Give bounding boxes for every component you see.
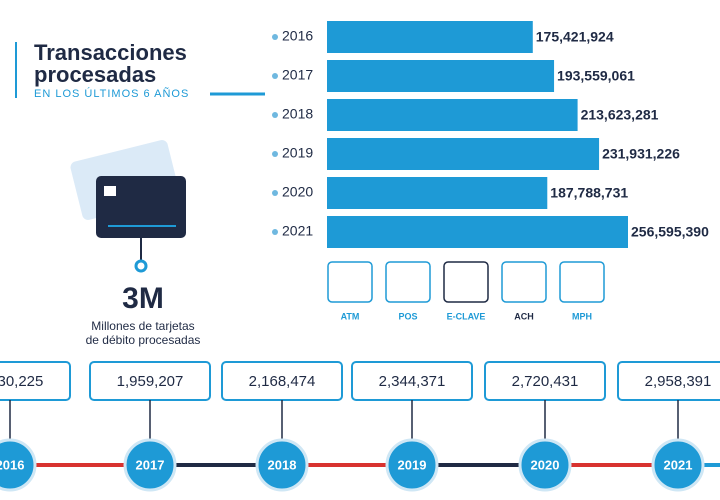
value-label: 1,959,207 xyxy=(117,373,184,390)
card-icon xyxy=(70,140,186,273)
value-label: 231,931,226 xyxy=(602,146,680,162)
value-label: 2,168,474 xyxy=(249,373,316,390)
bar xyxy=(327,99,578,131)
highlight-label: de débito procesadas xyxy=(86,333,201,347)
value-label: 175,421,924 xyxy=(536,29,614,45)
channel-icon xyxy=(559,261,605,303)
value-label: 2,958,391 xyxy=(645,373,712,390)
highlight-label: Millones de tarjetas xyxy=(91,319,194,333)
y-tick-label: 2018 xyxy=(282,106,313,122)
bullet xyxy=(272,229,278,235)
bullet xyxy=(272,190,278,196)
channel-icons: ATM POS E-CLAVE ACH MPH xyxy=(327,261,605,321)
x-tick-label: 2017 xyxy=(136,457,165,472)
y-tick-label: 2019 xyxy=(282,145,313,161)
value-label: 213,623,281 xyxy=(581,107,659,123)
channel-icon xyxy=(443,261,489,303)
y-tick-label: 2017 xyxy=(282,67,313,83)
channel-label: E-CLAVE xyxy=(447,311,486,321)
value-label: 187,788,731 xyxy=(550,185,628,201)
value-label: 1,730,225 xyxy=(0,373,43,390)
year-node xyxy=(651,438,705,492)
x-tick-label: 2021 xyxy=(664,457,693,472)
bar xyxy=(327,21,533,53)
value-label: 2,344,371 xyxy=(379,373,446,390)
year-node xyxy=(123,438,177,492)
value-label: 256,595,390 xyxy=(631,224,709,240)
x-tick-label: 2018 xyxy=(268,457,297,472)
year-node xyxy=(518,438,572,492)
channel-icon xyxy=(327,261,373,303)
bullet xyxy=(272,73,278,79)
value-label: 2,720,431 xyxy=(512,373,579,390)
bar xyxy=(327,216,628,248)
bar xyxy=(327,138,600,170)
bullet xyxy=(272,151,278,157)
channel-label: ATM xyxy=(341,311,360,321)
bar xyxy=(327,177,548,209)
x-tick-label: 2019 xyxy=(398,457,427,472)
value-label: 193,559,061 xyxy=(557,68,635,84)
year-node xyxy=(385,438,439,492)
y-tick-label: 2021 xyxy=(282,223,313,239)
chart-subtitle: EN LOS ÚLTIMOS 6 AÑOS xyxy=(34,87,189,100)
bar xyxy=(327,60,555,92)
chart-title: Transacciones procesadas xyxy=(34,40,187,87)
year-node xyxy=(255,438,309,492)
y-tick-label: 2016 xyxy=(282,28,313,44)
highlight-value: 3M xyxy=(122,282,164,315)
bullet xyxy=(272,34,278,40)
bullet xyxy=(272,112,278,118)
x-tick-label: 2016 xyxy=(0,457,24,472)
y-tick-label: 2020 xyxy=(282,184,313,200)
year-node xyxy=(0,438,37,492)
channel-label: ACH xyxy=(514,311,534,321)
channel-label: MPH xyxy=(572,311,592,321)
x-tick-label: 2020 xyxy=(531,457,560,472)
channel-icon xyxy=(385,261,431,303)
channel-label: POS xyxy=(398,311,417,321)
channel-icon xyxy=(501,261,547,303)
